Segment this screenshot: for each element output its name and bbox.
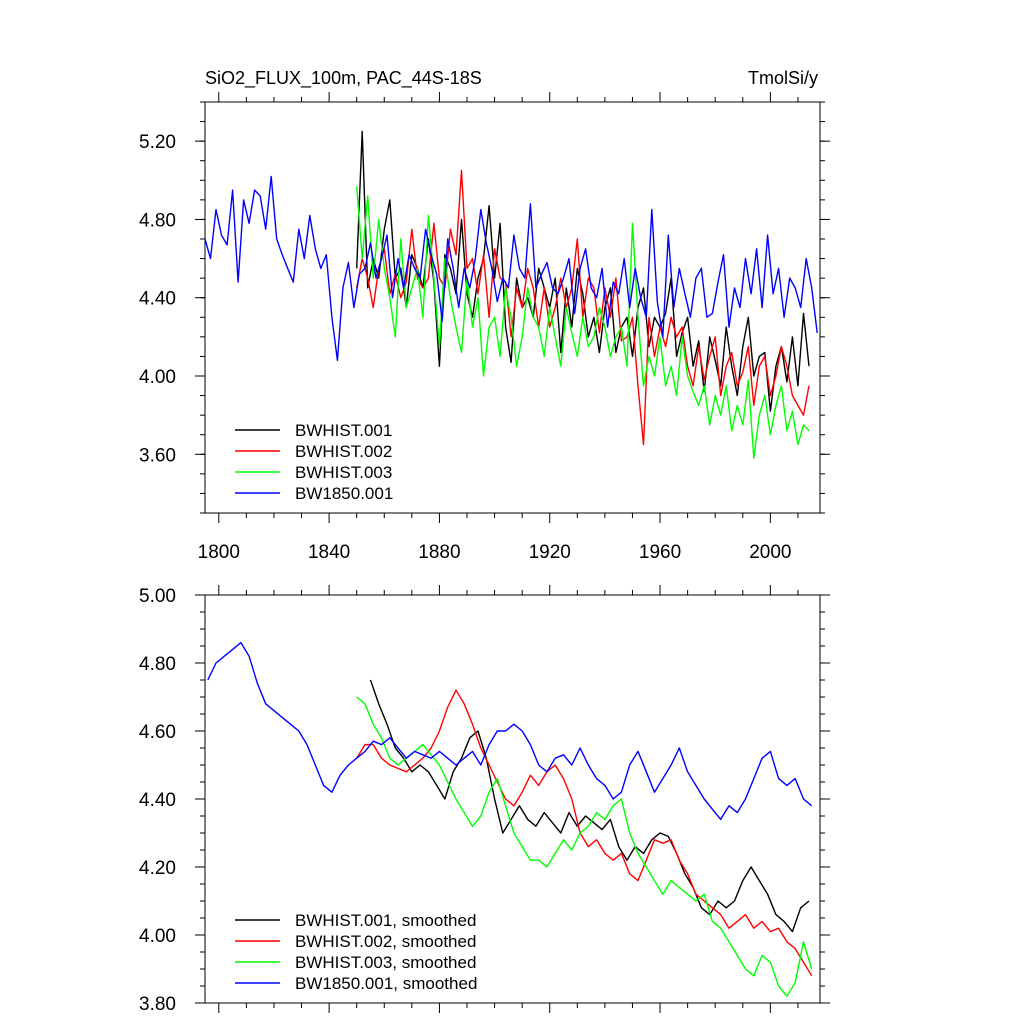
x-tick-label: 1840: [308, 542, 350, 563]
legend-label: BWHIST.002, smoothed: [295, 932, 476, 951]
plot-frame: [204, 101, 821, 514]
series-line: [369, 679, 810, 933]
y-tick-label: 5.00: [139, 586, 176, 607]
x-tick-label: 1960: [639, 542, 681, 563]
y-tick-label: 4.80: [139, 210, 176, 231]
series-line: [356, 696, 813, 997]
legend-label: BW1850.001, smoothed: [295, 974, 477, 993]
y-tick-label: 4.20: [139, 858, 176, 879]
x-tick-label: 1800: [198, 542, 240, 563]
x-tick-label: 2000: [749, 542, 791, 563]
y-tick-label: 4.60: [139, 722, 176, 743]
y-tick-label: 4.40: [139, 790, 176, 811]
x-tick-label: 1880: [418, 542, 460, 563]
series-line: [204, 175, 818, 361]
y-tick-label: 4.80: [139, 654, 176, 675]
legend-label: BWHIST.002: [295, 442, 392, 461]
y-tick-label: 5.20: [139, 132, 176, 153]
series-line: [356, 130, 810, 412]
series-line: [356, 169, 810, 446]
bottom-panel: 3.80 4.00 4.20 4.40 4.60 4.80 5.00 BWHIST.001, …: [139, 585, 830, 1015]
y-tick-label: 4.40: [139, 289, 176, 310]
y-tick-label: 4.00: [139, 926, 176, 947]
chart-title: SiO2_FLUX_100m, PAC_44S-18S: [205, 68, 482, 89]
series-line: [356, 186, 810, 459]
top-panel: 3.60 4.00 4.40 4.80 5.20 1800 1840 1880 1920 1960…: [139, 92, 830, 563]
legend-label: BWHIST.001, smoothed: [295, 911, 476, 930]
series-line: [356, 689, 813, 977]
y-tick-label: 3.60: [139, 445, 176, 466]
legend-label: BW1850.001: [295, 484, 393, 503]
x-tick-label: 1920: [529, 542, 571, 563]
legend-label: BWHIST.003, smoothed: [295, 953, 476, 972]
series-line: [207, 641, 813, 821]
y-tick-label: 3.80: [139, 994, 176, 1015]
legend-label: BWHIST.003: [295, 463, 392, 482]
units-label: TmolSi/y: [748, 68, 818, 88]
y-tick-label: 4.00: [139, 367, 176, 388]
legend-label: BWHIST.001: [295, 421, 392, 440]
